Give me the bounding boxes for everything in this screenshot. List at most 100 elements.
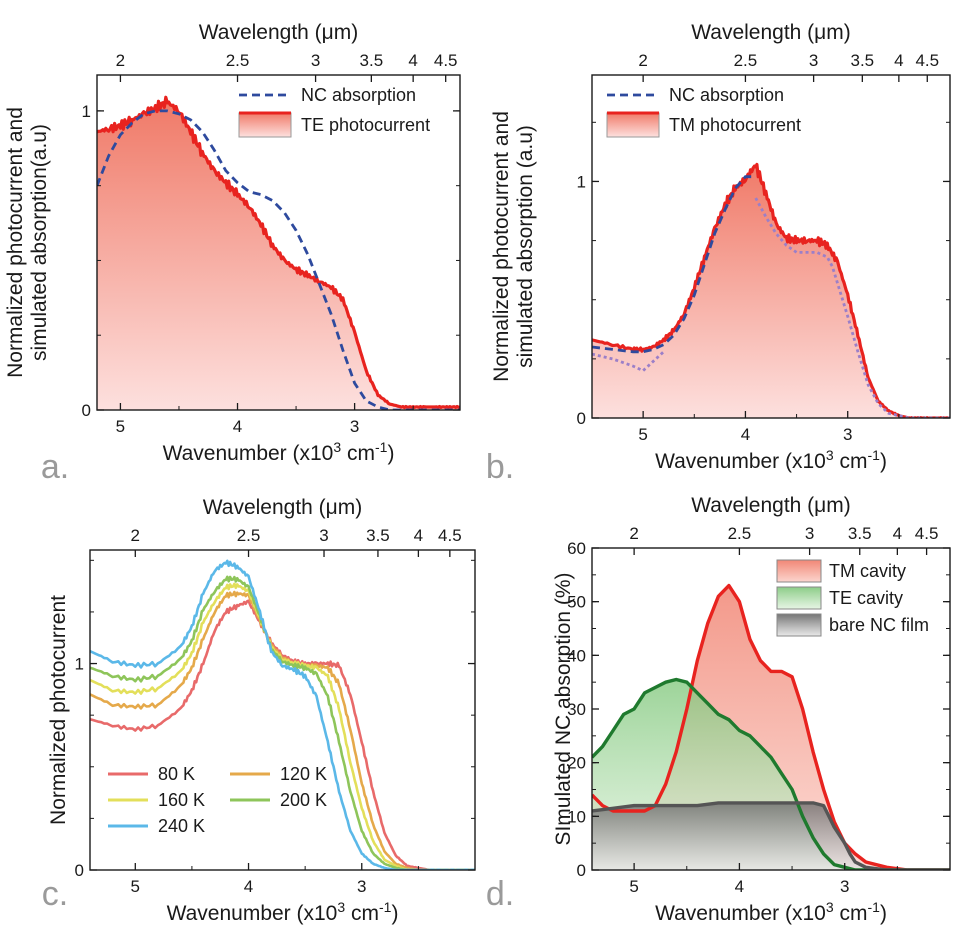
panel-c: 5 4 3 2 2.5 3 3.5 4 4.5 0 1 Wavelength (μm) Wavenumb… — [42, 496, 476, 925]
x2-tick-label: 2 — [131, 526, 140, 545]
area-line-bare-nc-film — [592, 801, 950, 870]
x2-tick-label: 4 — [893, 524, 902, 543]
x2-axis-title: Wavelength (μm) — [203, 496, 363, 519]
y-tick-label: 0 — [577, 861, 586, 880]
legend-swatch-bare-nc-film — [776, 613, 822, 637]
x2-tick-label: 4 — [414, 526, 423, 545]
legend-label-120k: 120 K — [280, 764, 327, 784]
x2-tick-label: 3 — [809, 51, 818, 70]
x-axis-title: Wavenumber (x103 cm-1) — [163, 439, 395, 465]
photocurrent-fill — [592, 164, 950, 418]
y-tick-label: 20 — [567, 754, 586, 773]
x-axis-title-main: Wavenumber (x10 — [167, 902, 338, 925]
x-axis-title-end: ) — [880, 450, 887, 473]
x-axis-title: Wavenumber (x103 cm-1) — [167, 899, 399, 925]
x-tick-label: 3 — [840, 877, 849, 896]
x-axis-title-mid: cm — [834, 450, 868, 473]
x-axis-title-main: Wavenumber (x10 — [655, 902, 826, 925]
series-line-80k — [90, 599, 475, 870]
plot-area — [592, 583, 950, 870]
x-axis-title-sup: 3 — [333, 439, 341, 455]
plot-area — [592, 162, 950, 418]
x-tick-label: 5 — [638, 425, 647, 444]
y-tick-label: 40 — [567, 646, 586, 665]
legend-swatch-tm-cavity — [776, 559, 822, 583]
legend-swatch-photocurrent — [606, 112, 660, 138]
x-axis-title-end: ) — [387, 442, 394, 465]
x-axis-title-sup: -1 — [379, 899, 392, 915]
x-axis-title-sup: -1 — [375, 439, 388, 455]
y-tick-label: 60 — [567, 539, 586, 558]
x-axis-title-sup: -1 — [867, 447, 880, 463]
plot-frame — [591, 74, 951, 419]
y-tick-label: 0 — [577, 409, 586, 428]
y-tick-label: 1 — [75, 655, 84, 674]
legend-label-240k: 240 K — [158, 816, 205, 836]
area-line-te-cavity — [592, 677, 950, 870]
x-axis-title-sup: 3 — [826, 899, 834, 915]
x2-tick-label: 4.5 — [915, 524, 939, 543]
x-axis-title-main: Wavenumber (x10 — [163, 442, 334, 465]
x-axis-title-mid: cm — [834, 902, 868, 925]
x2-tick-label: 2 — [638, 51, 647, 70]
x-tick-label: 4 — [233, 417, 242, 436]
photocurrent-line — [97, 95, 460, 410]
x-axis-title-main: Wavenumber (x10 — [655, 450, 826, 473]
x-axis-title-mid: cm — [345, 902, 379, 925]
area-fill-bare-nc-film — [592, 802, 950, 870]
panel-letter: d. — [486, 875, 514, 913]
y-tick-label: 50 — [567, 593, 586, 612]
y-tick-label: 30 — [567, 700, 586, 719]
y-axis-title: SImulated NC absorption (%) — [552, 572, 575, 845]
x-tick-label: 4 — [735, 877, 744, 896]
x-axis-title-end: ) — [880, 902, 887, 925]
legend-label-photocurrent: TE photocurrent — [301, 115, 430, 135]
x2-tick-label: 3 — [311, 51, 320, 70]
panel-a: 5 4 3 2 2.5 3 3.5 4 4.5 0 1 Wavelength (μm) Wavenumb… — [4, 21, 461, 486]
y-tick-label: 1 — [82, 102, 91, 121]
y-axis-title: Normalized photocurrent and — [490, 111, 513, 382]
legend-label-tm-cavity: TM cavity — [829, 561, 906, 581]
panel-letter: a. — [41, 448, 69, 486]
nc-absorption-line — [592, 175, 756, 354]
panel-letter: c. — [42, 875, 68, 913]
x-axis-title-end: ) — [391, 902, 398, 925]
x2-tick-label: 3.5 — [851, 51, 875, 70]
legend-swatch-photocurrent — [238, 112, 292, 138]
legend-label-80k: 80 K — [158, 764, 195, 784]
legend-label-nc-absorption: NC absorption — [301, 85, 416, 105]
nc-absorption-line — [97, 109, 460, 410]
plot-frame — [89, 549, 476, 871]
plot-area — [90, 559, 475, 870]
series-line-240k — [90, 559, 475, 870]
legend-label-200k: 200 K — [280, 790, 327, 810]
plot-area — [97, 95, 460, 410]
nc-absorption-dotted-line — [754, 197, 950, 418]
x2-tick-label: 3 — [805, 524, 814, 543]
x2-tick-label: 4.5 — [438, 526, 462, 545]
y-tick-label: 0 — [75, 861, 84, 880]
area-line-tm-cavity — [592, 583, 950, 870]
legend-label-nc-absorption: NC absorption — [669, 85, 784, 105]
x-tick-label: 5 — [629, 877, 638, 896]
y-tick-label: 10 — [567, 807, 586, 826]
legend-swatch-te-cavity — [776, 586, 822, 610]
x2-tick-label: 3.5 — [366, 526, 390, 545]
legend-label-te-cavity: TE cavity — [829, 588, 903, 608]
y-tick-label: 1 — [577, 172, 586, 191]
photocurrent-line — [592, 162, 950, 418]
x-tick-label: 3 — [357, 877, 366, 896]
x-tick-label: 3 — [350, 417, 359, 436]
x-axis-title: Wavenumber (x103 cm-1) — [655, 899, 887, 925]
x2-tick-label: 4 — [408, 51, 417, 70]
x2-tick-label: 4.5 — [434, 51, 458, 70]
nc-absorption-dotted-line — [592, 350, 665, 373]
y-axis-title: Normalized photocurrent and — [4, 107, 27, 378]
photocurrent-fill — [97, 101, 460, 410]
x2-tick-label: 2.5 — [734, 51, 758, 70]
x2-tick-label: 3.5 — [360, 51, 384, 70]
series-line-120k — [90, 590, 475, 870]
x-axis-title-sup: -1 — [867, 899, 880, 915]
x2-tick-label: 3 — [319, 526, 328, 545]
